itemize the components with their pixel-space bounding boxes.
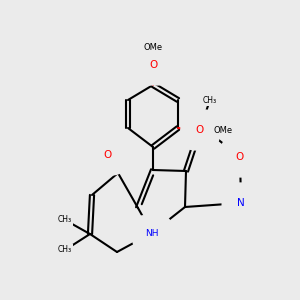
- Text: OMe: OMe: [143, 44, 163, 52]
- Text: N: N: [237, 198, 245, 208]
- Text: CH₃: CH₃: [58, 215, 72, 224]
- Text: CH₃: CH₃: [203, 95, 217, 104]
- Text: CH₃: CH₃: [58, 245, 72, 254]
- Text: O: O: [236, 152, 244, 162]
- Text: O: O: [196, 125, 204, 135]
- Text: NH: NH: [145, 229, 159, 238]
- Text: O: O: [149, 60, 157, 70]
- Text: OMe: OMe: [213, 125, 232, 134]
- Text: O: O: [103, 150, 111, 160]
